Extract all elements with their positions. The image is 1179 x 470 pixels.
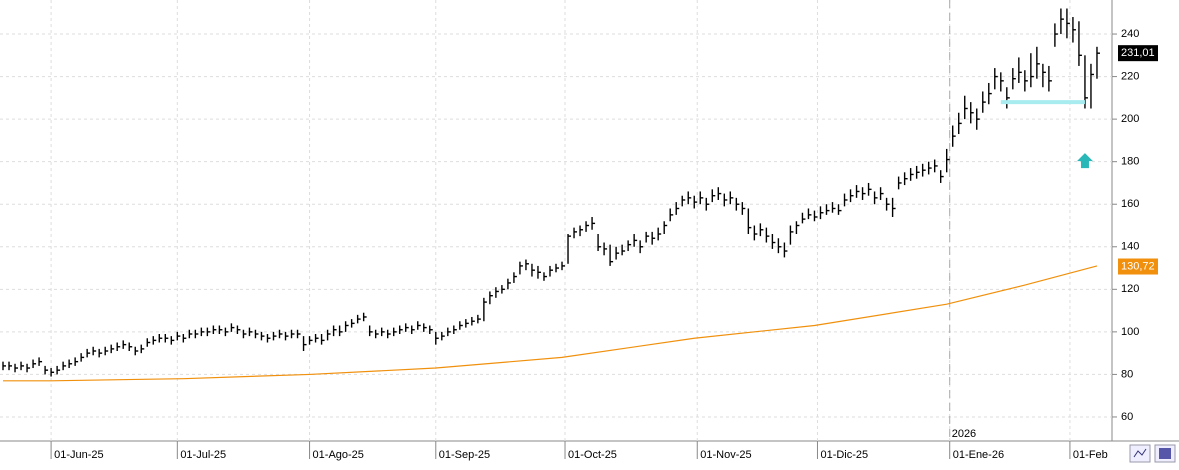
y-tick-label: 200 (1121, 113, 1139, 125)
y-tick-label: 140 (1121, 241, 1139, 253)
signal-arrow (1076, 153, 1093, 169)
y-tick-label: 160 (1121, 198, 1139, 210)
x-tick-label: 01-Nov-25 (700, 449, 751, 461)
save-icon (1159, 448, 1171, 459)
y-tick-label: 120 (1121, 283, 1139, 295)
y-tick-label: 80 (1121, 368, 1133, 380)
x-tick-label: 01-Dic-25 (820, 449, 868, 461)
x-tick-label: 01-Oct-25 (568, 449, 617, 461)
year-label: 2026 (952, 428, 976, 440)
y-tick-label: 220 (1121, 70, 1139, 82)
x-tick-label: 01-Jun-25 (54, 449, 104, 461)
last-price-box (1118, 45, 1158, 62)
y-tick-label: 180 (1121, 156, 1139, 168)
last-price-label: 231,01 (1121, 47, 1155, 59)
x-tick-label: 01-Jul-25 (180, 449, 226, 461)
x-tick-label: 01-Ene-26 (953, 449, 1004, 461)
y-tick-label: 100 (1121, 326, 1139, 338)
y-tick-label: 240 (1121, 28, 1139, 40)
x-tick-label: 01-Feb (1073, 449, 1108, 461)
ma-last-label: 130,72 (1121, 260, 1155, 272)
ma-last-box (1118, 258, 1158, 275)
scale-icon (1133, 448, 1147, 458)
moving-average-line (3, 265, 1098, 382)
x-tick-label: 01-Ago-25 (313, 449, 364, 461)
y-tick-label: 60 (1121, 411, 1133, 423)
x-tick-label: 01-Sep-25 (439, 449, 490, 461)
